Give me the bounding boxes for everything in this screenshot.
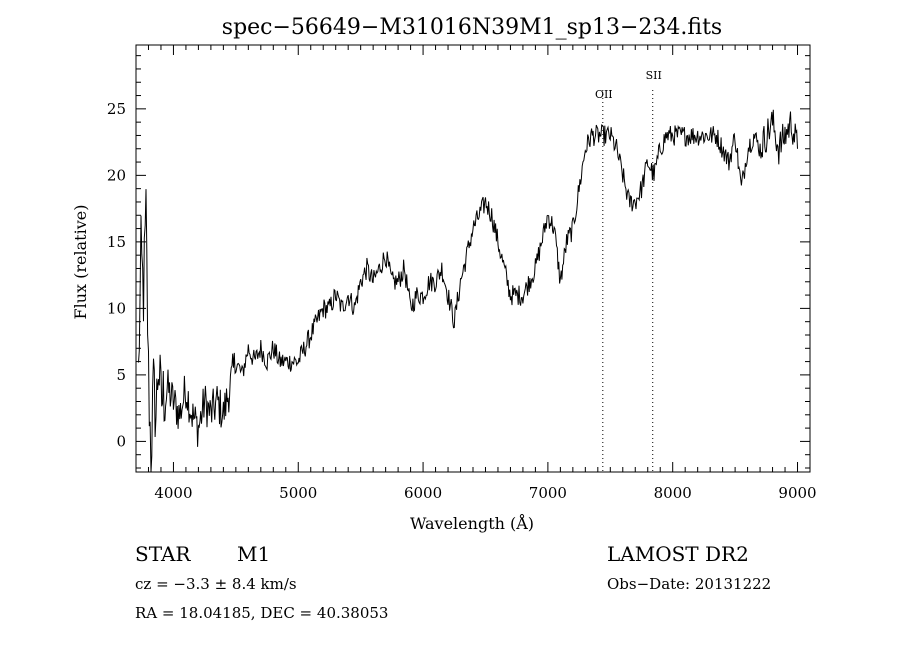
redshift-velocity: cz = −3.3 ± 8.4 km/s (135, 575, 297, 593)
y-tick-label: 5 (116, 366, 126, 384)
y-tick-label: 0 (116, 432, 126, 450)
coordinates: RA = 18.04185, DEC = 40.38053 (135, 604, 389, 622)
emission-line-markers: OII SII (595, 69, 662, 472)
object-type: STAR (135, 542, 191, 566)
x-tick-label: 4000 (154, 484, 192, 502)
survey-name: LAMOST DR2 (607, 542, 749, 566)
y-tick-label: 25 (107, 100, 126, 118)
spectrum-line (138, 109, 798, 473)
plot-axes: 4000 5000 6000 7000 8000 9000 0 5 10 15 20 25 (107, 44, 817, 502)
x-tick-label: 5000 (279, 484, 317, 502)
y-axis-label: Flux (relative) (71, 205, 90, 320)
x-tick-label: 9000 (778, 484, 816, 502)
spectrum-series (138, 109, 798, 473)
y-tick-label: 15 (107, 233, 126, 251)
x-tick-label: 8000 (654, 484, 692, 502)
x-axis-label: Wavelength (Å) (410, 513, 534, 533)
x-tick-label: 6000 (404, 484, 442, 502)
observation-date: Obs−Date: 20131222 (607, 575, 772, 593)
y-tick-label: 10 (107, 299, 126, 317)
plot-frame (135, 44, 811, 473)
object-subclass: M1 (237, 542, 271, 566)
y-tick-label: 20 (107, 166, 126, 184)
x-tick-label: 7000 (529, 484, 567, 502)
marker-label-sii: SII (646, 69, 662, 82)
chart-title: spec−56649−M31016N39M1_sp13−234.fits (222, 15, 722, 40)
marker-label-oii: OII (595, 88, 613, 101)
